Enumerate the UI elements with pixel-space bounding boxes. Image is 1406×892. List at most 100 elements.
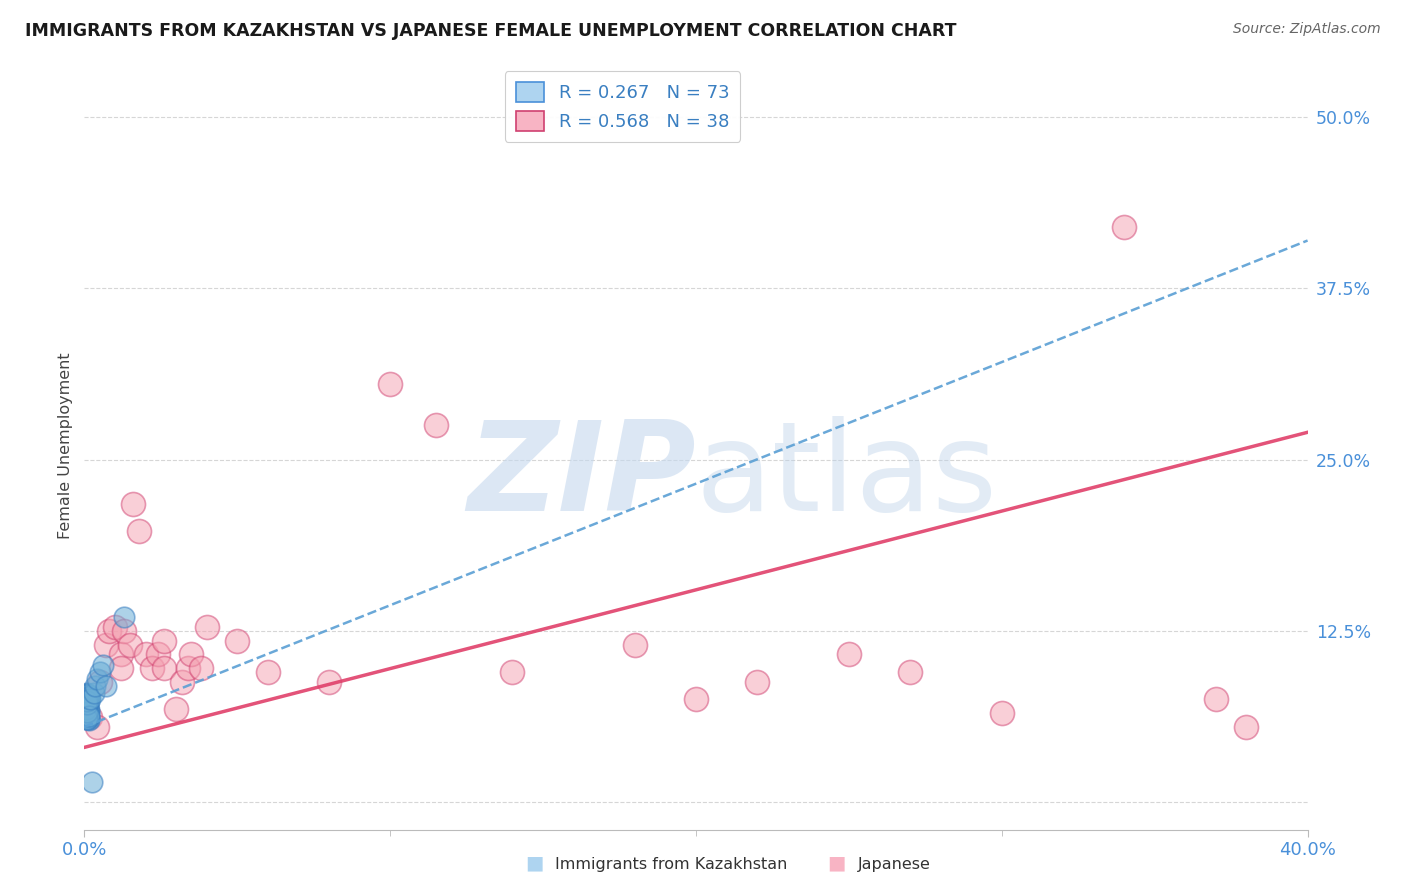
- Point: [153, 661, 176, 675]
- Point: [165, 702, 187, 716]
- Text: IMMIGRANTS FROM KAZAKHSTAN VS JAPANESE FEMALE UNEMPLOYMENT CORRELATION CHART: IMMIGRANTS FROM KAZAKHSTAN VS JAPANESE F…: [25, 22, 957, 40]
- Point: [76, 707, 98, 722]
- Point: [624, 638, 647, 652]
- Point: [76, 695, 98, 709]
- Point: [77, 709, 100, 723]
- Point: [257, 665, 280, 679]
- Point: [195, 620, 218, 634]
- Point: [425, 418, 447, 433]
- Point: [75, 705, 97, 719]
- Point: [76, 692, 98, 706]
- Point: [86, 720, 108, 734]
- Legend: R = 0.267   N = 73, R = 0.568   N = 38: R = 0.267 N = 73, R = 0.568 N = 38: [505, 71, 741, 142]
- Point: [76, 699, 98, 714]
- Point: [76, 694, 98, 708]
- Point: [76, 702, 98, 716]
- Point: [76, 709, 98, 723]
- Text: Japanese: Japanese: [858, 857, 931, 872]
- Point: [76, 692, 98, 706]
- Point: [75, 706, 97, 720]
- Point: [838, 647, 860, 661]
- Point: [97, 624, 120, 638]
- Point: [991, 706, 1014, 720]
- Point: [75, 698, 97, 712]
- Point: [94, 638, 117, 652]
- Point: [1236, 720, 1258, 734]
- Point: [84, 679, 107, 693]
- Point: [79, 710, 101, 724]
- Point: [190, 661, 212, 675]
- Point: [898, 665, 921, 679]
- Point: [177, 661, 200, 675]
- Point: [77, 713, 100, 727]
- Point: [75, 702, 97, 716]
- Point: [76, 692, 98, 706]
- Point: [77, 710, 100, 724]
- Point: [77, 712, 100, 726]
- Point: [76, 692, 98, 706]
- Point: [76, 699, 98, 714]
- Point: [79, 692, 101, 706]
- Point: [76, 689, 98, 703]
- Point: [76, 712, 98, 726]
- Point: [76, 700, 98, 714]
- Point: [77, 703, 100, 717]
- Point: [76, 706, 98, 720]
- Point: [172, 674, 194, 689]
- Text: ■: ■: [524, 854, 544, 872]
- Point: [110, 661, 132, 675]
- Point: [77, 690, 100, 704]
- Point: [75, 697, 97, 711]
- Point: [77, 690, 100, 704]
- Text: ZIP: ZIP: [467, 417, 696, 537]
- Point: [318, 674, 340, 689]
- Point: [180, 647, 202, 661]
- Point: [89, 674, 111, 689]
- Point: [76, 698, 98, 712]
- Point: [77, 692, 100, 706]
- Point: [153, 633, 176, 648]
- Point: [76, 691, 98, 706]
- Point: [76, 687, 98, 701]
- Point: [122, 496, 145, 510]
- Point: [76, 707, 98, 722]
- Point: [76, 706, 98, 720]
- Point: [76, 694, 98, 708]
- Point: [76, 699, 98, 714]
- Point: [128, 524, 150, 538]
- Point: [380, 377, 402, 392]
- Point: [75, 710, 97, 724]
- Point: [1114, 219, 1136, 234]
- Text: atlas: atlas: [696, 417, 998, 537]
- Point: [76, 694, 98, 708]
- Point: [747, 674, 769, 689]
- Point: [86, 672, 108, 686]
- Point: [104, 620, 127, 634]
- Point: [80, 774, 103, 789]
- Point: [226, 633, 249, 648]
- Point: [77, 692, 100, 706]
- Text: ■: ■: [827, 854, 846, 872]
- Point: [77, 709, 100, 723]
- Point: [89, 665, 111, 679]
- Point: [76, 705, 98, 719]
- Point: [110, 647, 132, 661]
- Point: [77, 706, 100, 720]
- Point: [76, 700, 98, 714]
- Point: [141, 661, 163, 675]
- Point: [76, 697, 98, 711]
- Point: [76, 705, 98, 719]
- Point: [75, 687, 97, 701]
- Point: [76, 697, 98, 711]
- Point: [76, 699, 98, 714]
- Point: [76, 712, 98, 726]
- Point: [94, 679, 117, 693]
- Point: [112, 610, 135, 624]
- Point: [76, 697, 98, 711]
- Point: [76, 697, 98, 711]
- Point: [77, 710, 100, 724]
- Y-axis label: Female Unemployment: Female Unemployment: [58, 352, 73, 540]
- Point: [77, 690, 100, 704]
- Point: [76, 695, 98, 709]
- Point: [76, 685, 98, 699]
